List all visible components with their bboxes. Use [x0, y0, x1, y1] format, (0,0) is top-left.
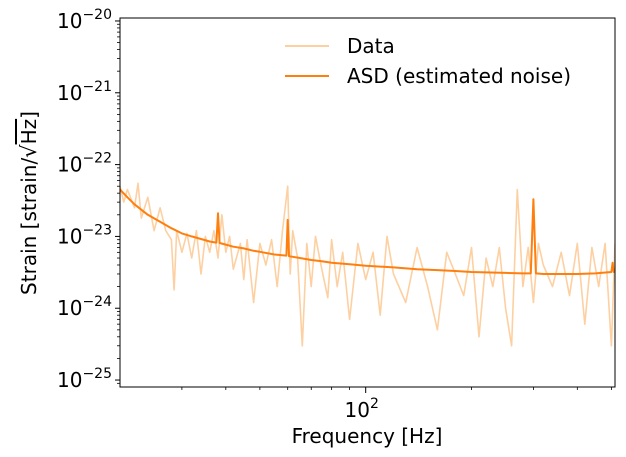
y-tick-label: 10−21 — [57, 79, 112, 105]
y-tick-label: 10−23 — [57, 222, 112, 248]
legend: Data ASD (estimated noise) — [285, 34, 571, 88]
y-tick-label: 10−25 — [57, 366, 112, 392]
x-axis-label: Frequency [Hz] — [292, 424, 443, 448]
y-axis-label-suffix: ] — [17, 111, 41, 119]
sqrt-symbol: √ — [17, 144, 41, 158]
series-line-data — [120, 182, 615, 347]
minor-ticks — [117, 23, 612, 390]
tick-labels: 10−25 10−24 10−23 10−22 10−21 10−20 102 — [57, 7, 379, 422]
x-tick-label: 102 — [345, 396, 379, 422]
y-tick-label: 10−20 — [57, 7, 112, 33]
y-tick-label: 10−22 — [57, 151, 112, 177]
svg-text:Strain [strain/√Hz]: Strain [strain/√Hz] — [17, 111, 41, 295]
legend-label-asd: ASD (estimated noise) — [347, 64, 571, 88]
y-tick-label: 10−24 — [57, 294, 112, 320]
y-axis-label-prefix: Strain [strain/ — [17, 158, 41, 295]
y-axis-label: Strain [strain/√Hz] — [17, 111, 41, 295]
series-layer — [120, 182, 615, 347]
legend-label-data: Data — [347, 34, 395, 58]
major-ticks — [115, 20, 367, 393]
y-axis-label-radicand: Hz — [17, 119, 41, 145]
series-line-asd — [120, 188, 615, 275]
